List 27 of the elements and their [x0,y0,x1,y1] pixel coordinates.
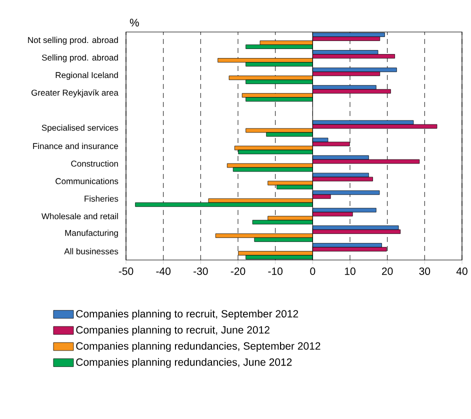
x-tick-label: 30 [419,268,430,275]
y-tick-label: Regional Iceland [56,72,118,80]
y-tick-label: Construction [71,160,118,167]
y-tick-label: Specialised services [42,124,118,132]
x-tick-label: 20 [382,268,393,275]
y-tick-label: Not selling prod. abroad [28,36,118,45]
y-tick-label: Wholesale and retail [41,213,118,220]
x-tick-label: 0 [310,268,316,275]
x-tick-label: -30 [194,268,208,275]
y-tick-label: Fisheries [84,195,118,202]
x-tick-label: 10 [344,268,356,275]
x-tick-label: 40 [456,268,468,275]
legend-label: Companies planning to recruit, September 2012 [76,310,298,320]
y-tick-label: All businesses [64,248,118,254]
legend-label: Companies planning redundancies, September 2012 [76,342,320,352]
legend-label: Companies planning to recruit, June 2012 [76,326,270,336]
x-tick-label: -40 [156,268,171,275]
y-tick-label: Finance and insurance [33,142,118,150]
legend-label: Companies planning redundancies, June 2012 [76,358,292,368]
y-tick-label: Manufacturing [65,230,118,238]
y-tick-label: Greater Reykjavík area [32,89,118,98]
y-tick-label: Selling prod. abroad [42,54,118,62]
x-tick-label: -50 [118,268,134,275]
x-tick-label: -10 [268,268,283,275]
x-tick-label: -20 [230,268,246,275]
x-axis-title: % [130,18,139,26]
y-tick-label: Communications [56,178,118,184]
